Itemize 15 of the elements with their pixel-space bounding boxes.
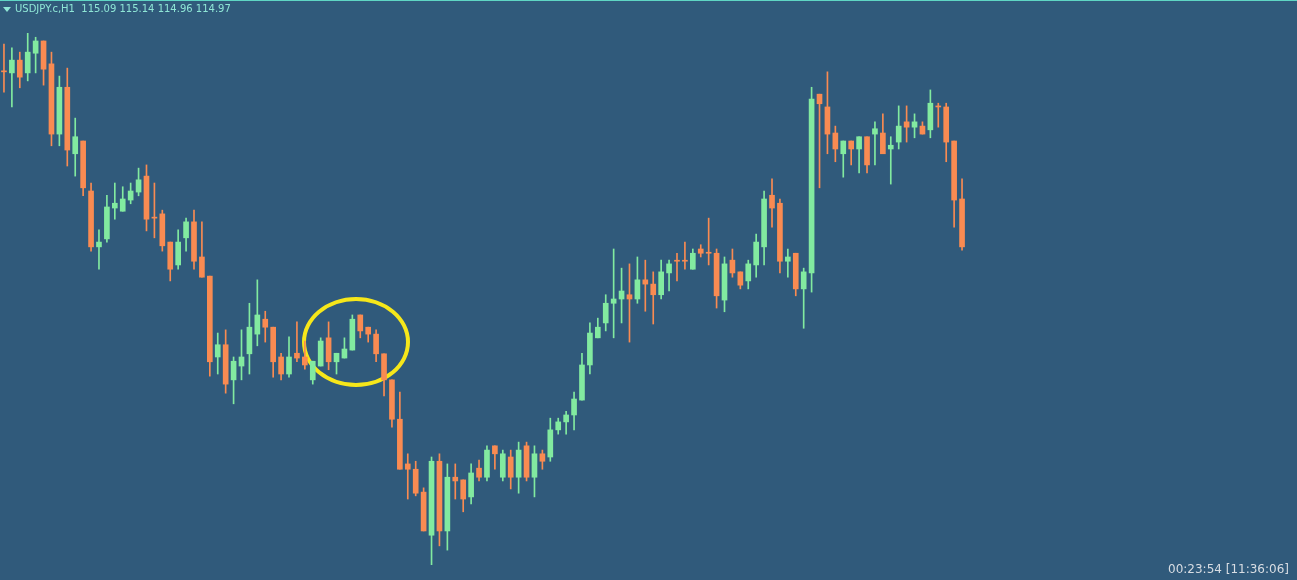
candlestick <box>872 121 878 166</box>
candlestick <box>111 182 118 220</box>
candlestick <box>785 248 791 278</box>
text: 00:23:54 [11:36:06] <box>1168 562 1289 576</box>
candlestick <box>452 463 459 500</box>
candlestick <box>769 178 775 228</box>
candlestick <box>404 453 411 500</box>
candlestick <box>294 321 300 363</box>
candlestick <box>9 47 15 108</box>
candlestick <box>887 136 894 185</box>
chart-title: USDJPY.c,H1 115.09 115.14 114.96 114.97 <box>15 3 231 14</box>
candlestick <box>650 271 657 325</box>
candlestick <box>96 229 102 270</box>
candlestick <box>682 241 688 270</box>
candlestick <box>674 252 680 282</box>
